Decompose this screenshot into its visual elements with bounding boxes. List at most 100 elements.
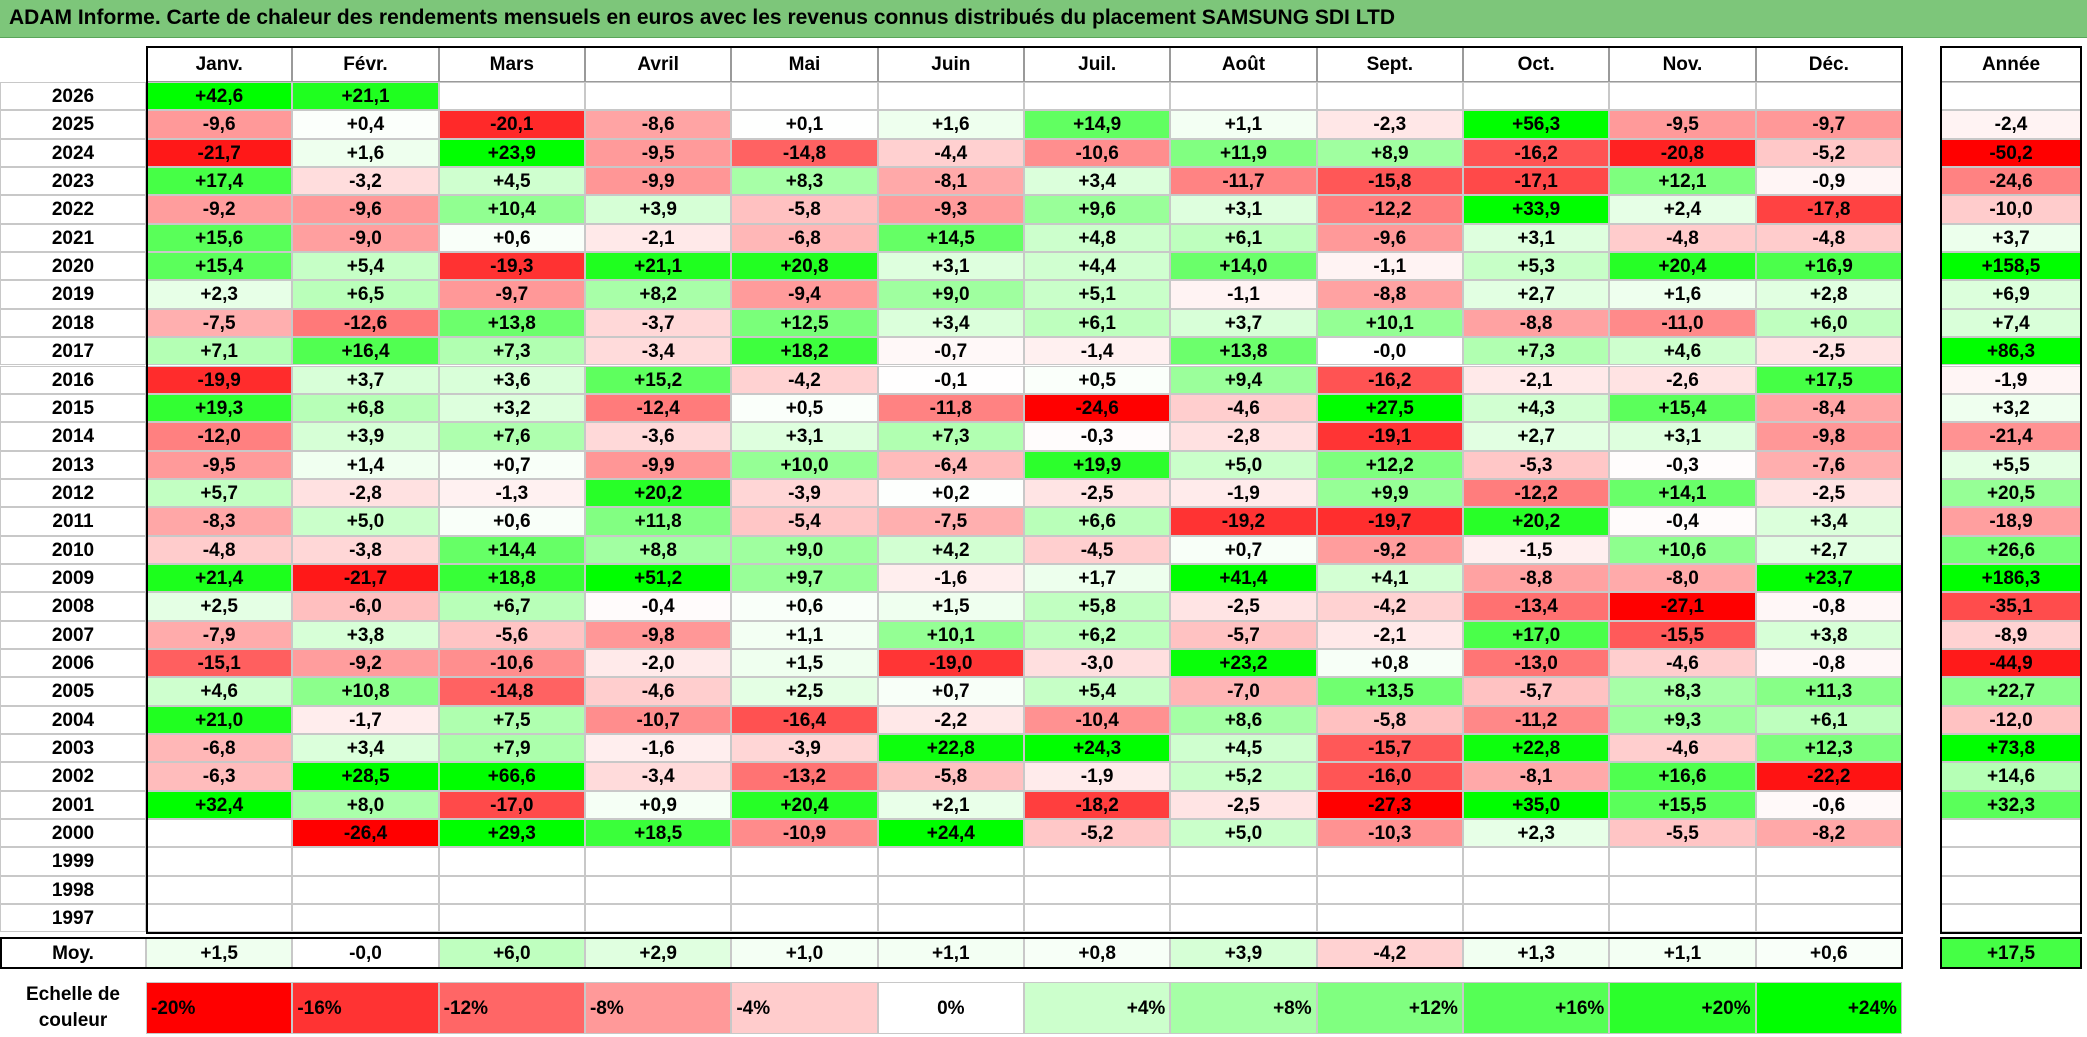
heatmap-cell: +14,9	[1023, 110, 1171, 139]
heatmap-cell: +3,1	[877, 252, 1024, 281]
heatmap-cell	[1170, 82, 1317, 111]
heatmap-cell: +2,1	[877, 790, 1024, 820]
heatmap-cell: +0,6	[731, 592, 878, 621]
heatmap-cell: +20,8	[731, 252, 878, 281]
heatmap-cell: +19,3	[146, 393, 293, 423]
heatmap-cell: -13,2	[731, 762, 878, 791]
avg-cell: +1,0	[731, 938, 878, 968]
heatmap-cell: +2,5	[146, 592, 293, 621]
heatmap-cell: -13,4	[1462, 592, 1610, 621]
heatmap-cell: -19,3	[438, 252, 585, 281]
heatmap-cell: +21,1	[292, 82, 439, 111]
heatmap-cell: +16,9	[1755, 252, 1902, 281]
heatmap-cell: -9,2	[292, 649, 439, 678]
heatmap-cell: -10,6	[438, 649, 585, 678]
heatmap-cell: -8,2	[1755, 819, 1902, 848]
heatmap-cell: +22,8	[877, 734, 1024, 763]
annual-header: Année	[1940, 46, 2082, 82]
heatmap-cell: +2,3	[1462, 819, 1610, 848]
heatmap-cell: -9,6	[1316, 223, 1463, 253]
heatmap-cell: +3,2	[438, 393, 585, 423]
heatmap-cell: +12,2	[1316, 450, 1463, 479]
heatmap-cell: -4,6	[1609, 734, 1756, 763]
heatmap-cell: -2,3	[1316, 110, 1463, 139]
annual-cell: +186,3	[1940, 563, 2082, 593]
heatmap-cell: +3,6	[438, 365, 585, 394]
heatmap-cell: -9,8	[1755, 422, 1902, 451]
heatmap-cell: +17,0	[1462, 620, 1610, 649]
heatmap-cell: -2,5	[1023, 478, 1171, 508]
heatmap-cell: -9,7	[438, 280, 585, 309]
heatmap-cell: -12,2	[1462, 478, 1610, 508]
scale-swatch: +12%	[1316, 982, 1463, 1034]
heatmap-cell: -10,3	[1316, 819, 1463, 848]
scale-swatch: +20%	[1609, 982, 1756, 1034]
year-label: 2017	[0, 337, 146, 366]
heatmap-cell: -11,0	[1609, 308, 1756, 338]
year-label: 2015	[0, 393, 146, 423]
annual-cell: +32,3	[1940, 790, 2082, 820]
heatmap-cell: -1,6	[584, 734, 732, 763]
heatmap-cell: -7,5	[146, 308, 293, 338]
scale-swatch: -8%	[584, 982, 732, 1034]
scale-swatch: -4%	[731, 982, 878, 1034]
heatmap-cell: -7,9	[146, 620, 293, 649]
heatmap-cell: +1,7	[1023, 563, 1171, 593]
heatmap-cell: -4,2	[1316, 592, 1463, 621]
heatmap-cell: +7,3	[1462, 337, 1610, 366]
heatmap-cell: +2,7	[1462, 280, 1610, 309]
heatmap-cell: -8,8	[1462, 563, 1610, 593]
heatmap-cell	[1023, 904, 1171, 933]
heatmap-cell: +5,0	[1170, 819, 1317, 848]
heatmap-cell: -4,4	[877, 138, 1024, 168]
heatmap-cell: -19,2	[1170, 507, 1317, 536]
heatmap-cell: -13,0	[1462, 649, 1610, 678]
heatmap-cell: -16,4	[731, 705, 878, 735]
year-label: 2010	[0, 535, 146, 564]
heatmap-cell: -0,4	[584, 592, 732, 621]
heatmap-cell: -1,4	[1023, 337, 1171, 366]
year-label: 2005	[0, 677, 146, 706]
heatmap-cell	[1755, 82, 1902, 111]
heatmap-cell	[1316, 875, 1463, 905]
heatmap-cell: -15,1	[146, 649, 293, 678]
heatmap-cell: -3,4	[584, 337, 732, 366]
heatmap-cell: +3,1	[1609, 422, 1756, 451]
heatmap-cell: +21,1	[584, 252, 732, 281]
heatmap-cell: +3,8	[1755, 620, 1902, 649]
heatmap-cell: -15,8	[1316, 167, 1463, 196]
annual-cell: +26,6	[1940, 535, 2082, 564]
heatmap-cell: +6,1	[1755, 705, 1902, 735]
heatmap-cell: -4,6	[1609, 649, 1756, 678]
heatmap-cell: +3,4	[292, 734, 439, 763]
heatmap-cell: -10,4	[1023, 705, 1171, 735]
heatmap-cell: +9,9	[1316, 478, 1463, 508]
heatmap-cell: -2,0	[584, 649, 732, 678]
heatmap-cell	[1755, 904, 1902, 933]
heatmap-cell: +2,8	[1755, 280, 1902, 309]
heatmap-cell: -9,9	[584, 167, 732, 196]
heatmap-cell: +22,8	[1462, 734, 1610, 763]
year-label: 1998	[0, 875, 146, 905]
heatmap-cell: -8,1	[877, 167, 1024, 196]
heatmap-cell: +11,9	[1170, 138, 1317, 168]
year-label: 2001	[0, 790, 146, 820]
year-label: 2014	[0, 422, 146, 451]
annual-cell: +20,5	[1940, 478, 2082, 508]
heatmap-cell: -5,4	[731, 507, 878, 536]
heatmap-cell: -10,7	[584, 705, 732, 735]
heatmap-cell	[1462, 82, 1610, 111]
annual-cell: -35,1	[1940, 592, 2082, 621]
year-label: 2006	[0, 649, 146, 678]
heatmap-cell: -14,8	[438, 677, 585, 706]
heatmap-cell: +28,5	[292, 762, 439, 791]
heatmap-cell: +21,0	[146, 705, 293, 735]
heatmap-cell	[1316, 82, 1463, 111]
heatmap-cell: -4,5	[1023, 535, 1171, 564]
heatmap-cell: +0,6	[438, 507, 585, 536]
heatmap-cell	[1023, 847, 1171, 876]
heatmap-cell: +4,5	[1170, 734, 1317, 763]
heatmap-cell: +4,3	[1462, 393, 1610, 423]
heatmap-cell: -17,8	[1755, 195, 1902, 224]
scale-swatch: +8%	[1170, 982, 1317, 1034]
